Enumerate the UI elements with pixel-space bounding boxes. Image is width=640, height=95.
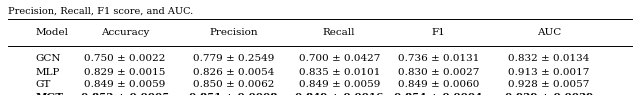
Text: 0.826 ± 0.0054: 0.826 ± 0.0054 xyxy=(193,68,275,77)
Text: GCN: GCN xyxy=(35,54,61,63)
Text: 0.700 ± 0.0427: 0.700 ± 0.0427 xyxy=(298,54,380,63)
Text: 0.829 ± 0.0015: 0.829 ± 0.0015 xyxy=(84,68,166,77)
Text: 0.928 ± 0.0057: 0.928 ± 0.0057 xyxy=(508,80,590,89)
Text: 0.849 ± 0.0016: 0.849 ± 0.0016 xyxy=(295,93,383,95)
Text: GT: GT xyxy=(35,80,51,89)
Text: 0.849 ± 0.0059: 0.849 ± 0.0059 xyxy=(84,80,166,89)
Text: 0.832 ± 0.0134: 0.832 ± 0.0134 xyxy=(508,54,590,63)
Text: 0.913 ± 0.0017: 0.913 ± 0.0017 xyxy=(508,68,590,77)
Text: MGT: MGT xyxy=(35,93,63,95)
Text: MLP: MLP xyxy=(35,68,60,77)
Text: Accuracy: Accuracy xyxy=(100,28,149,37)
Text: F1: F1 xyxy=(431,28,445,37)
Text: 0.779 ± 0.2549: 0.779 ± 0.2549 xyxy=(193,54,275,63)
Text: 0.835 ± 0.0101: 0.835 ± 0.0101 xyxy=(298,68,380,77)
Text: 0.852 ± 0.0005: 0.852 ± 0.0005 xyxy=(81,93,169,95)
Text: 0.850 ± 0.0062: 0.850 ± 0.0062 xyxy=(193,80,275,89)
Text: Model: Model xyxy=(35,28,68,37)
Text: Precision: Precision xyxy=(209,28,258,37)
Text: 0.849 ± 0.0059: 0.849 ± 0.0059 xyxy=(298,80,380,89)
Text: 0.750 ± 0.0022: 0.750 ± 0.0022 xyxy=(84,54,166,63)
Text: 0.854 ± 0.0004: 0.854 ± 0.0004 xyxy=(394,93,483,95)
Text: 0.929 ± 0.0039: 0.929 ± 0.0039 xyxy=(505,93,593,95)
Text: AUC: AUC xyxy=(537,28,561,37)
Text: 0.736 ± 0.0131: 0.736 ± 0.0131 xyxy=(397,54,479,63)
Text: 0.851 ± 0.0008: 0.851 ± 0.0008 xyxy=(189,93,278,95)
Text: Precision, Recall, F1 score, and AUC.: Precision, Recall, F1 score, and AUC. xyxy=(8,7,193,16)
Text: Recall: Recall xyxy=(323,28,355,37)
Text: 0.849 ± 0.0060: 0.849 ± 0.0060 xyxy=(397,80,479,89)
Text: 0.830 ± 0.0027: 0.830 ± 0.0027 xyxy=(397,68,479,77)
